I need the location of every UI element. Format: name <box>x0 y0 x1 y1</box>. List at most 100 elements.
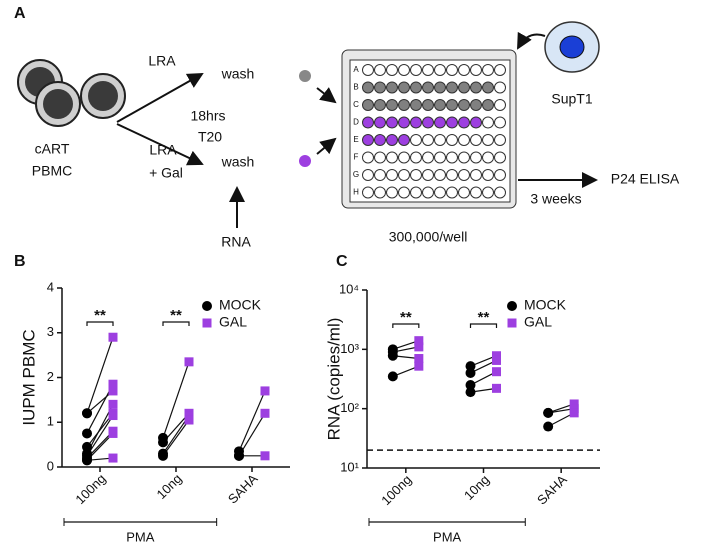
well <box>362 186 374 199</box>
pair-line <box>238 412 266 457</box>
point <box>82 455 92 466</box>
well <box>410 151 422 164</box>
well <box>422 186 434 199</box>
plate-row-label: G <box>353 170 359 179</box>
well <box>410 116 422 129</box>
well <box>446 134 458 146</box>
significance: ** <box>170 307 182 324</box>
readout: P24 ELISA <box>611 171 680 187</box>
well <box>410 134 422 146</box>
well <box>434 81 446 94</box>
well <box>434 99 446 111</box>
well <box>470 134 482 146</box>
well <box>494 81 506 94</box>
cells-label: cART <box>35 141 70 157</box>
well <box>386 151 398 164</box>
well <box>386 99 398 111</box>
well <box>398 169 410 181</box>
well <box>458 64 470 76</box>
well <box>422 169 434 181</box>
well <box>446 151 458 164</box>
group-label: PMA <box>126 529 155 544</box>
well <box>470 99 482 111</box>
duration: 3 weeks <box>530 191 581 207</box>
legend-label: GAL <box>219 314 247 330</box>
well <box>386 81 398 94</box>
well <box>458 116 470 129</box>
well <box>494 151 506 164</box>
well <box>398 186 410 199</box>
y-tick-label: 4 <box>47 279 54 294</box>
point <box>492 383 501 393</box>
well <box>482 151 494 164</box>
well <box>398 151 410 164</box>
well <box>446 186 458 199</box>
arrow <box>116 73 204 123</box>
plate-row-label: D <box>353 118 359 127</box>
arrow <box>517 31 546 50</box>
y-tick-label: 2 <box>47 369 54 384</box>
arrow <box>116 123 204 166</box>
well <box>422 134 434 146</box>
plate-row-label: B <box>353 83 358 92</box>
treatment: LRA <box>149 142 177 158</box>
well <box>374 116 386 129</box>
well <box>470 151 482 164</box>
legend-marker <box>202 301 212 311</box>
panel-label: C <box>336 253 348 270</box>
well <box>458 169 470 181</box>
well <box>482 81 494 94</box>
well <box>434 186 446 199</box>
well <box>434 64 446 76</box>
arrow <box>316 87 337 104</box>
x-tick-label: SAHA <box>225 471 261 507</box>
point <box>414 342 424 352</box>
well <box>410 64 422 76</box>
legend-marker <box>507 318 517 328</box>
well <box>410 169 422 181</box>
arrow <box>316 137 337 155</box>
well <box>374 81 386 94</box>
x-tick-label: 100ng <box>72 471 108 507</box>
significance: ** <box>478 309 490 326</box>
well <box>362 116 374 129</box>
well <box>362 99 374 111</box>
well <box>446 64 458 76</box>
well <box>470 116 482 129</box>
point <box>414 336 424 346</box>
y-tick-label: 0 <box>47 458 54 473</box>
well <box>494 186 506 199</box>
x-tick-label: 100ng <box>378 472 414 508</box>
point <box>108 399 118 409</box>
y-tick-label: 3 <box>47 324 54 339</box>
point <box>465 380 476 391</box>
well <box>410 186 422 199</box>
well <box>458 134 470 146</box>
panel-label: A <box>14 5 26 22</box>
well <box>482 134 494 146</box>
legend-label: MOCK <box>219 297 262 313</box>
point <box>158 450 168 461</box>
well <box>470 64 482 76</box>
treatment: LRA <box>148 53 176 69</box>
treatment: + Gal <box>149 165 183 181</box>
wash: wash <box>221 66 255 82</box>
target: SupT1 <box>551 91 592 107</box>
significance-bracket <box>392 323 420 328</box>
well <box>422 64 434 76</box>
well <box>410 81 422 94</box>
significance-bracket <box>162 321 190 326</box>
point <box>82 408 92 419</box>
well <box>446 116 458 129</box>
legend-label: MOCK <box>524 297 567 313</box>
well <box>386 64 398 76</box>
cells-label: PBMC <box>32 163 72 179</box>
well <box>482 186 494 199</box>
plate-row-label: A <box>353 65 359 74</box>
well <box>422 81 434 94</box>
y-tick-label: 10³ <box>340 341 359 356</box>
incubation: T20 <box>198 129 222 145</box>
incubation: 18hrs <box>190 108 225 124</box>
